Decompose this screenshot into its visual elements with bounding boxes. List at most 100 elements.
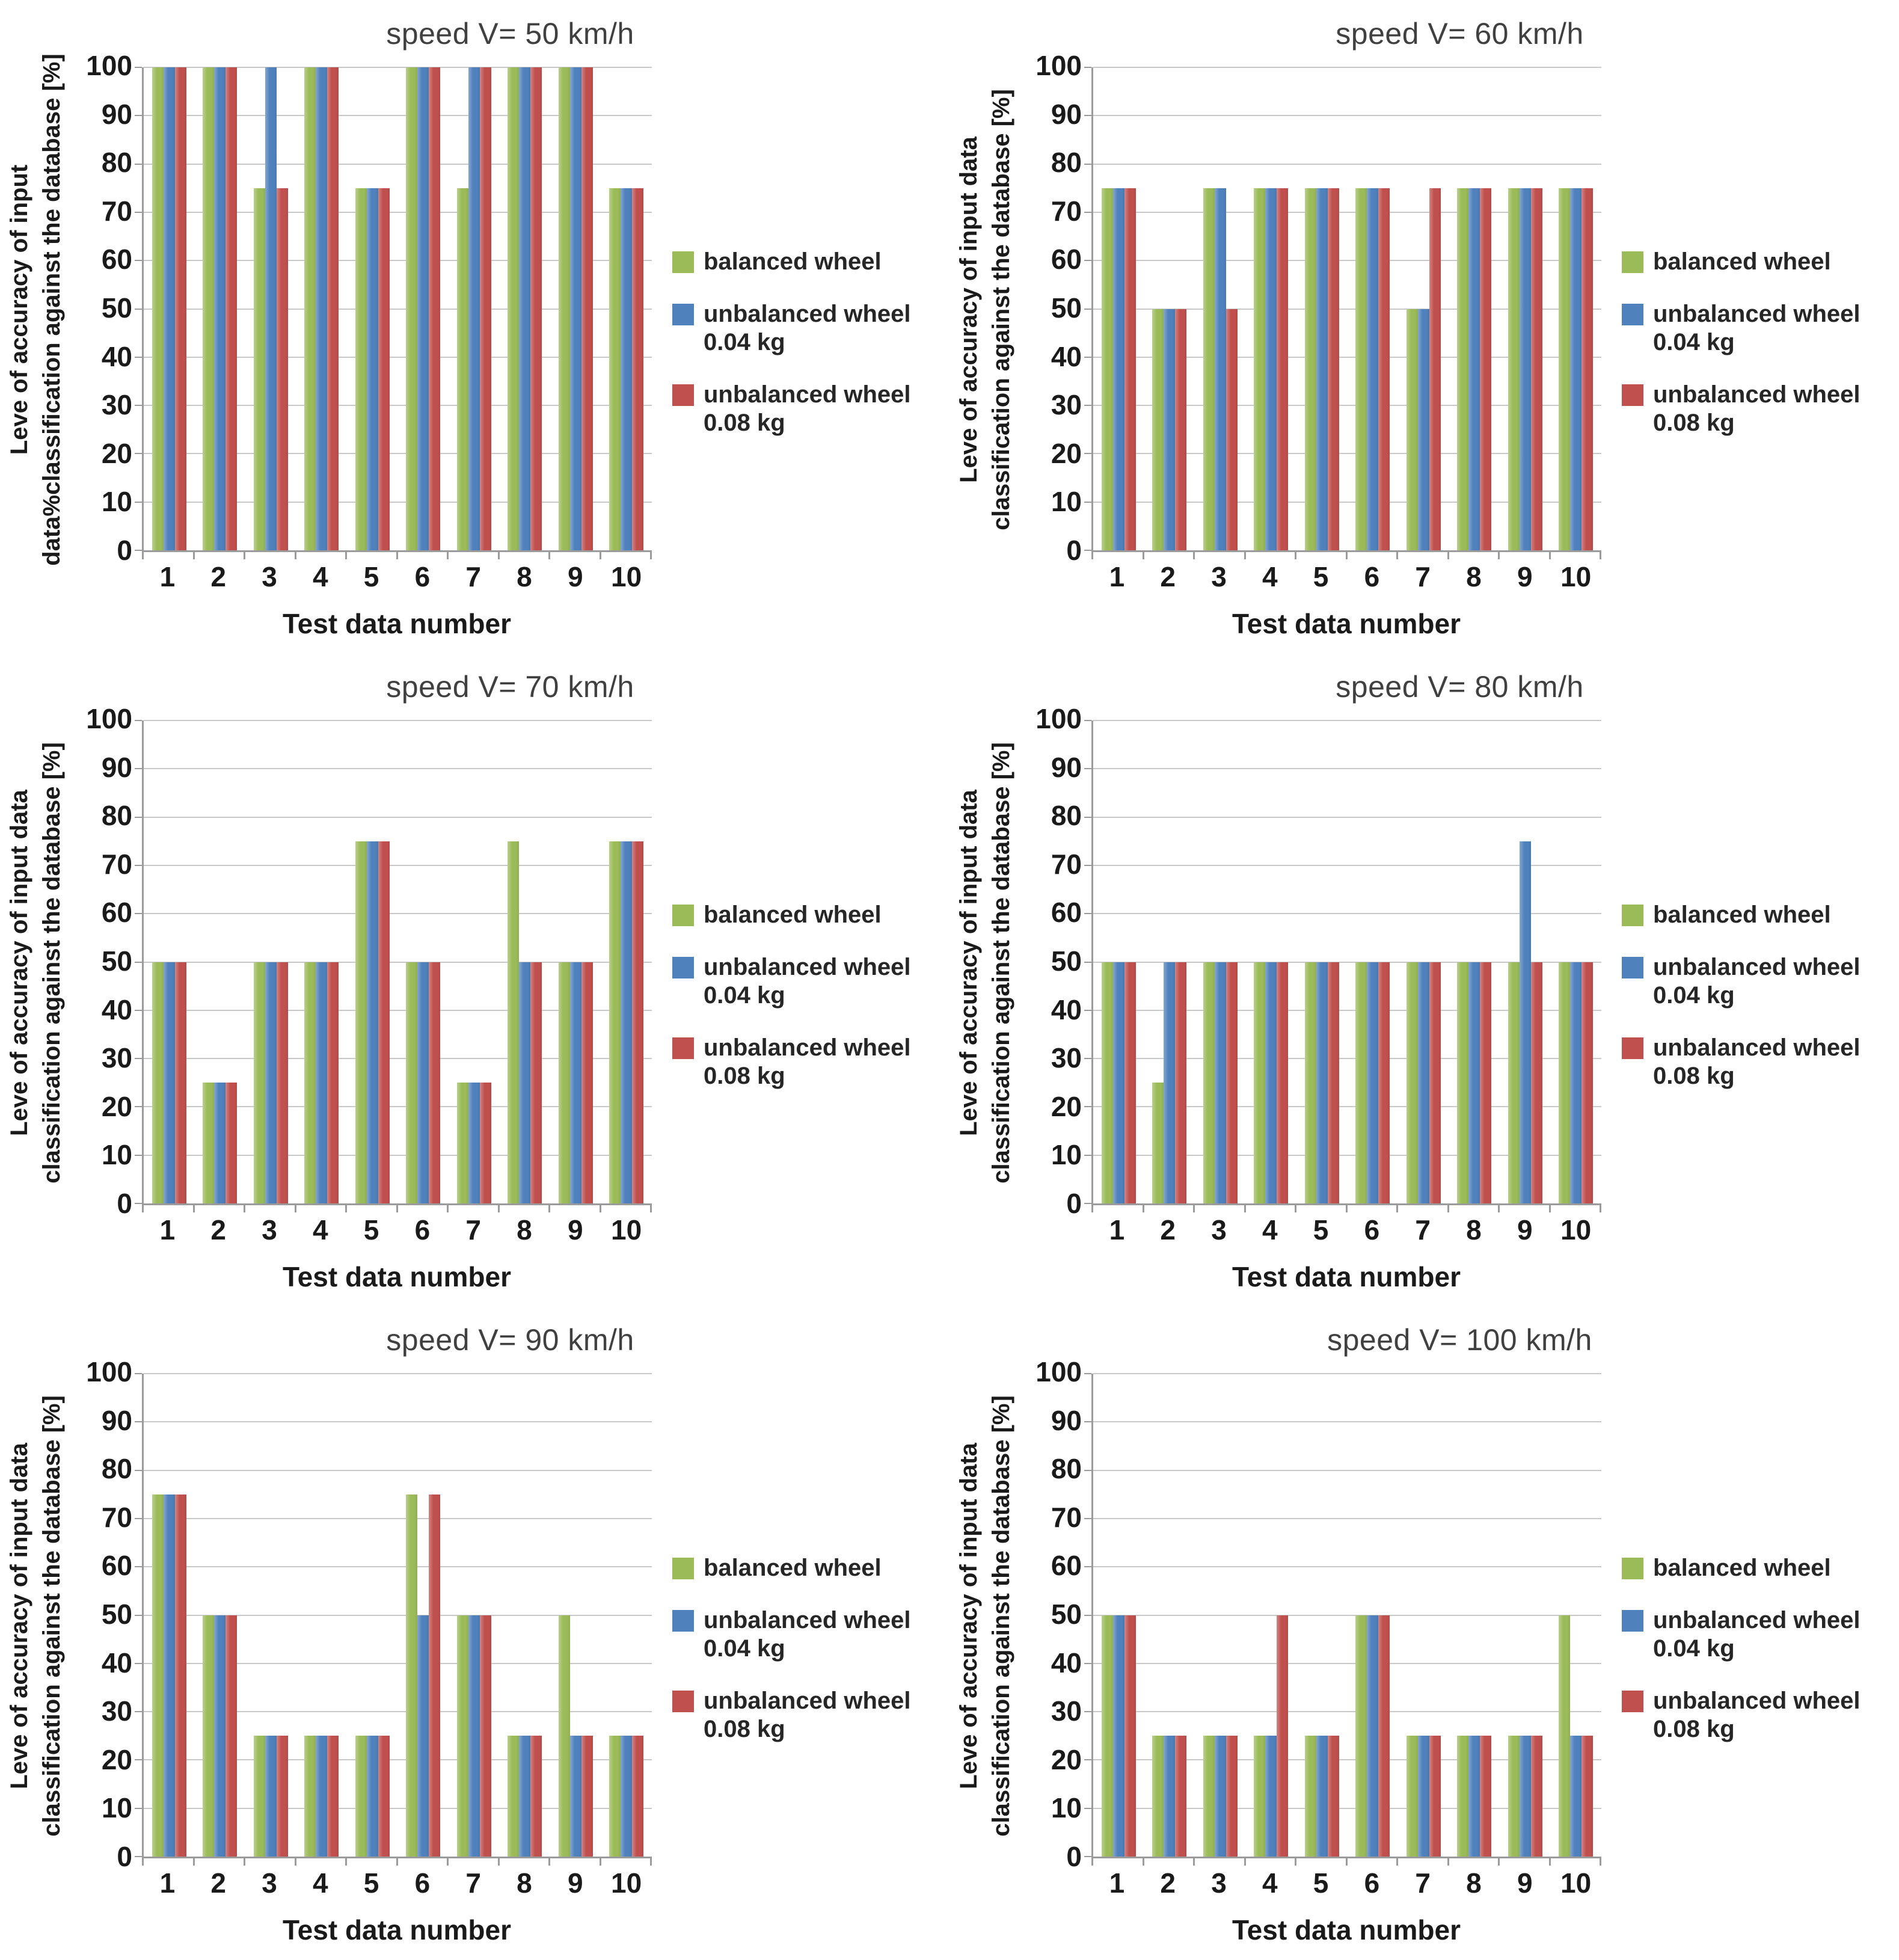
bar-series1-test8 bbox=[1457, 1736, 1469, 1857]
y-axis-tick bbox=[1084, 1662, 1091, 1664]
x-tick-label: 9 bbox=[1517, 1214, 1533, 1246]
bar-series2-test7 bbox=[468, 1083, 480, 1203]
bar-series3-test2 bbox=[225, 67, 238, 550]
legend-swatch-unbalanced_008 bbox=[672, 384, 694, 406]
bar-series2-test9 bbox=[569, 67, 581, 550]
bar-series3-test2 bbox=[1175, 309, 1187, 550]
bar-group-2 bbox=[1144, 720, 1195, 1203]
y-tick-label: 80 bbox=[101, 147, 132, 179]
y-tick-label: 100 bbox=[86, 1356, 132, 1387]
x-tick-label: 3 bbox=[1211, 1214, 1227, 1246]
bar-series3-test2 bbox=[1175, 1736, 1187, 1857]
y-tick-label: 40 bbox=[1051, 994, 1082, 1025]
bar-group-9 bbox=[1500, 67, 1551, 550]
x-axis-tick bbox=[244, 1858, 245, 1866]
plot-area bbox=[135, 1373, 652, 1866]
x-tick-label: 4 bbox=[312, 1214, 328, 1246]
y-axis-tick bbox=[1084, 768, 1091, 770]
bar-series3-test9 bbox=[1530, 188, 1542, 550]
x-axis-tick bbox=[1091, 1205, 1093, 1212]
x-axis-tick bbox=[1091, 552, 1093, 559]
bar-group-2 bbox=[1144, 67, 1195, 550]
y-tick-label: 60 bbox=[101, 1550, 132, 1582]
bar-series1-test1 bbox=[1101, 1615, 1113, 1857]
bar-series1-test8 bbox=[508, 1736, 520, 1857]
x-axis-label: Test data number bbox=[1232, 1914, 1461, 1946]
y-axis-tick bbox=[135, 1711, 142, 1713]
bar-group-9 bbox=[1500, 1374, 1551, 1857]
bar-group-1 bbox=[144, 1374, 195, 1857]
bar-series3-test6 bbox=[1378, 188, 1390, 550]
bar-series1-test4 bbox=[304, 1736, 316, 1857]
y-tick-label: 60 bbox=[101, 244, 132, 275]
x-axis-tick bbox=[1345, 552, 1348, 559]
bar-series2-test1 bbox=[1112, 188, 1124, 550]
y-tick-label: 20 bbox=[1051, 437, 1082, 469]
x-axis-tick bbox=[294, 1858, 296, 1866]
y-axis-tick bbox=[1084, 1566, 1091, 1568]
x-axis-label: Test data number bbox=[283, 1261, 511, 1292]
y-axis-tick bbox=[1084, 67, 1091, 68]
y-axis-tick bbox=[135, 1469, 142, 1471]
bar-series bbox=[144, 67, 652, 550]
gridline bbox=[144, 1058, 652, 1060]
bar-group-6 bbox=[398, 67, 449, 550]
legend-swatch-unbalanced_008 bbox=[1622, 1691, 1643, 1712]
bar-series3-test1 bbox=[174, 962, 186, 1203]
y-axis-tick bbox=[135, 1421, 142, 1423]
bar-series2-test3 bbox=[265, 1736, 277, 1857]
legend-label-line: unbalanced wheel bbox=[704, 1607, 911, 1633]
legend-item-unbalanced_004: unbalanced wheel 0.04 kg bbox=[1622, 1606, 1899, 1663]
bar-series1-test6 bbox=[1355, 1615, 1367, 1857]
bar-series2-test8 bbox=[1468, 188, 1480, 550]
bar-series2-test1 bbox=[163, 67, 175, 550]
legend: balanced wheel unbalanced wheel 0.04 kg u… bbox=[652, 67, 950, 552]
y-tick-label: 0 bbox=[117, 535, 132, 566]
legend-label-line: 0.08 kg bbox=[704, 410, 785, 436]
bar-group-8 bbox=[1449, 1374, 1500, 1857]
bar-series2-test5 bbox=[1316, 188, 1328, 550]
bar-series1-test2 bbox=[1152, 1083, 1164, 1203]
y-tick-label: 0 bbox=[1066, 1841, 1082, 1872]
gridline bbox=[1093, 1711, 1601, 1713]
bar-series1-test7 bbox=[1406, 1736, 1418, 1857]
x-axis-tick bbox=[497, 552, 500, 559]
legend-label-line: balanced wheel bbox=[1653, 902, 1831, 928]
y-axis-tick bbox=[1084, 1058, 1091, 1060]
legend-label-line: 0.04 kg bbox=[1653, 329, 1735, 355]
bar-series2-test1 bbox=[163, 1494, 175, 1857]
x-tick-label: 3 bbox=[262, 1214, 277, 1246]
x-tick-label: 1 bbox=[159, 561, 176, 592]
x-tick-label: 8 bbox=[1466, 1867, 1482, 1899]
bar-series3-test8 bbox=[1480, 962, 1492, 1203]
y-axis-tick bbox=[135, 1009, 142, 1011]
x-axis-tick bbox=[650, 1858, 652, 1866]
legend-label: unbalanced wheel 0.04 kg bbox=[704, 1606, 911, 1663]
x-axis-tick bbox=[1447, 1858, 1449, 1866]
gridline bbox=[144, 1106, 652, 1108]
x-axis-ticks bbox=[142, 1858, 652, 1866]
bar-series2-test8 bbox=[519, 962, 531, 1203]
y-tick-label: 60 bbox=[1051, 1550, 1082, 1582]
legend-swatch-balanced bbox=[1622, 251, 1643, 273]
x-tick-label: 5 bbox=[363, 561, 379, 592]
x-tick-label: 10 bbox=[610, 1214, 642, 1246]
x-tick-label: 2 bbox=[1160, 1214, 1176, 1246]
x-tick-label: 5 bbox=[1313, 1214, 1329, 1246]
bar-series3-test2 bbox=[225, 1615, 238, 1857]
bar-series2-test5 bbox=[366, 841, 378, 1203]
x-axis-tick-labels: 1 2 3 4 5 6 7 8 9 10 bbox=[1091, 1858, 1601, 1910]
gridline bbox=[1093, 501, 1601, 503]
y-tick-label: 50 bbox=[1051, 945, 1082, 977]
bar-series3-test9 bbox=[581, 1736, 593, 1857]
gridline bbox=[1093, 1614, 1601, 1616]
y-axis-tick bbox=[1084, 550, 1091, 551]
x-axis-tick bbox=[1600, 1205, 1601, 1212]
bar-series1-test1 bbox=[152, 67, 164, 550]
y-tick-label: 90 bbox=[1051, 751, 1082, 783]
bar-series1-test7 bbox=[456, 188, 468, 550]
x-axis-tick bbox=[396, 1205, 398, 1212]
x-axis-ticks bbox=[1091, 1205, 1601, 1212]
x-axis-tick bbox=[1091, 1858, 1093, 1866]
y-tick-label: 80 bbox=[1051, 147, 1082, 179]
